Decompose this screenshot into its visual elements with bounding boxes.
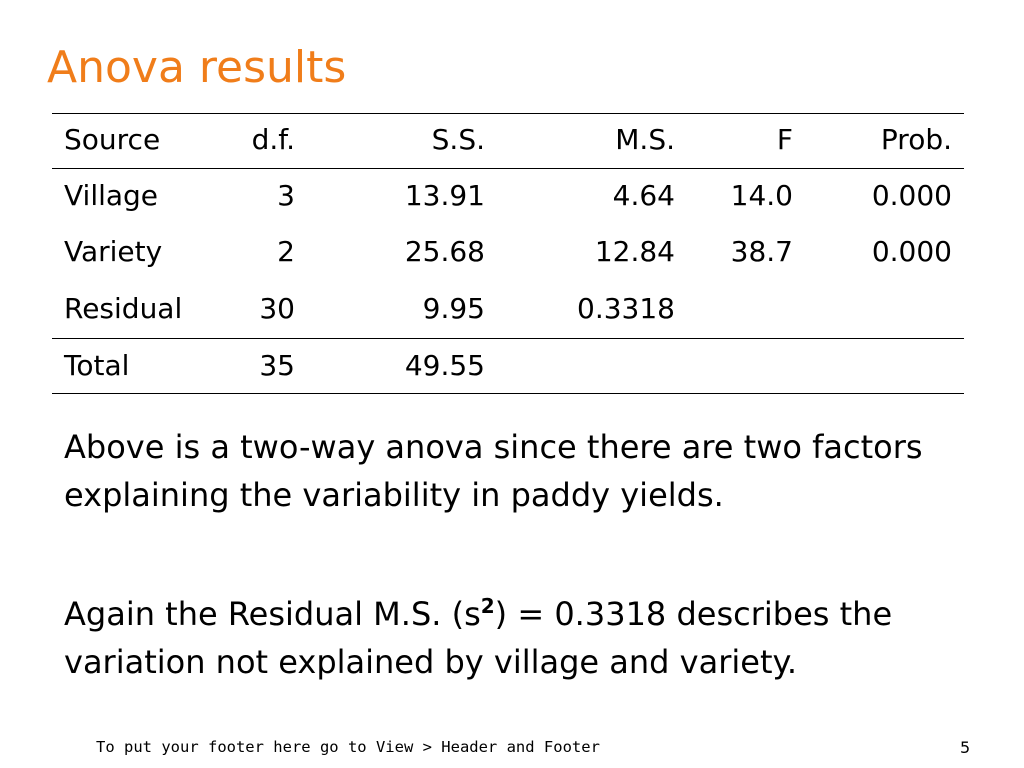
superscript: 2 — [480, 594, 495, 618]
table-cell: 38.7 — [730, 235, 793, 268]
table-cell: Village — [64, 179, 159, 212]
paragraph: Again the Residual M.S. (s2) = 0.3318 de… — [64, 590, 944, 686]
table-cell: Prob. — [880, 123, 952, 156]
table-cell: Residual — [64, 292, 183, 325]
table-cell: Variety — [64, 235, 163, 268]
table-cell: 12.84 — [594, 235, 675, 268]
text-run: Above is a two-way anova since there are… — [64, 428, 923, 514]
table-cell: Total — [64, 349, 130, 382]
table-cell: 25.68 — [404, 235, 485, 268]
table-cell: M.S. — [615, 123, 675, 156]
footer: To put your footer here go to View > Hea… — [96, 738, 600, 756]
table-cell: 35 — [259, 349, 295, 382]
table-cell: 30 — [259, 292, 295, 325]
table-cell: 0.000 — [871, 235, 952, 268]
table-cell: 49.55 — [404, 349, 485, 382]
table-rule — [52, 168, 964, 169]
slide-title: Anova results — [47, 42, 347, 93]
table-cell: 4.64 — [612, 179, 675, 212]
table-cell: 0.3318 — [577, 292, 675, 325]
table-rule — [52, 113, 964, 114]
table-rule — [52, 338, 964, 339]
table-cell: Source — [64, 123, 161, 156]
text-run: Again the Residual M.S. (s — [64, 595, 481, 633]
table-cell: 9.95 — [422, 292, 485, 325]
table-cell: F — [776, 123, 793, 156]
page-number: 5 — [960, 738, 971, 757]
table-cell: S.S. — [431, 123, 485, 156]
table-cell: 14.0 — [730, 179, 793, 212]
paragraph: Above is a two-way anova since there are… — [64, 423, 944, 519]
table-cell: d.f. — [251, 123, 295, 156]
table-cell: 0.000 — [871, 179, 952, 212]
table-cell: 3 — [277, 179, 295, 212]
table-rule — [52, 393, 964, 394]
text-run: ) = 0.3318 describes the variation not e… — [64, 595, 893, 681]
table-cell: 13.91 — [404, 179, 485, 212]
table-cell: 2 — [277, 235, 295, 268]
